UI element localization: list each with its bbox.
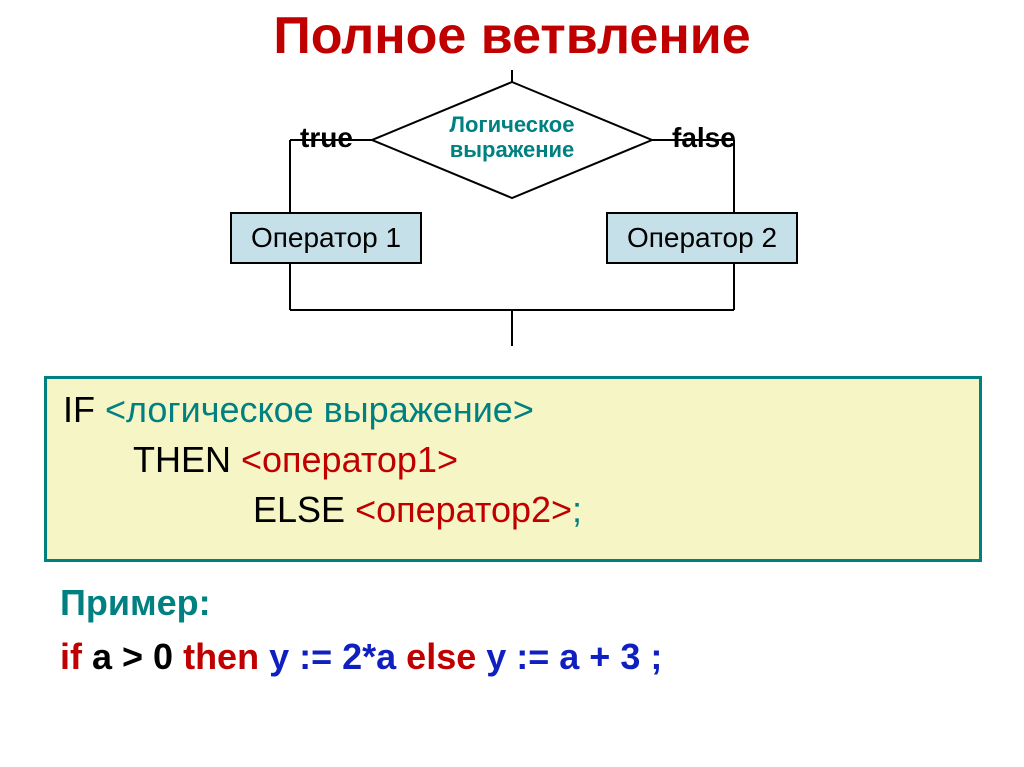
syntax-box: IF <логическое выражение> THEN <оператор… bbox=[44, 376, 982, 562]
syntax-if-keyword: IF bbox=[63, 389, 95, 430]
branch-false-label: false bbox=[672, 122, 736, 154]
syntax-line-if: IF <логическое выражение> bbox=[63, 389, 534, 431]
syntax-if-expr: <логическое выражение> bbox=[95, 389, 534, 430]
branch-true-label: true bbox=[300, 122, 353, 154]
diamond-label-line2: выражение bbox=[450, 137, 575, 162]
flowchart-svg bbox=[0, 0, 1024, 370]
syntax-line-else: ELSE <оператор2>; bbox=[253, 489, 582, 531]
syntax-else-keyword: ELSE bbox=[253, 489, 355, 530]
diamond-label-line1: Логическое bbox=[450, 112, 575, 137]
example-code-part: then bbox=[183, 636, 269, 677]
syntax-then-keyword: THEN bbox=[133, 439, 241, 480]
example-code-part: y := 2*a bbox=[269, 636, 406, 677]
example-code-part: a > 0 bbox=[92, 636, 183, 677]
syntax-then-op: <оператор1> bbox=[241, 439, 458, 480]
operator-1-label: Оператор 1 bbox=[251, 222, 401, 254]
example-code-part: if bbox=[60, 636, 92, 677]
example-code-part: else bbox=[406, 636, 486, 677]
operator-1-box: Оператор 1 bbox=[230, 212, 422, 264]
example-code: if a > 0 then y := 2*a else y := a + 3 ; bbox=[60, 636, 662, 678]
example-code-part: y := a + 3 ; bbox=[486, 636, 662, 677]
operator-2-box: Оператор 2 bbox=[606, 212, 798, 264]
diamond-label: Логическое выражение bbox=[412, 112, 612, 163]
operator-2-label: Оператор 2 bbox=[627, 222, 777, 254]
slide-root: Полное ветвление Логическое выражение tr… bbox=[0, 0, 1024, 767]
syntax-line-then: THEN <оператор1> bbox=[133, 439, 458, 481]
syntax-else-tail: ; bbox=[572, 489, 582, 530]
syntax-else-op: <оператор2> bbox=[355, 489, 572, 530]
example-label: Пример: bbox=[60, 582, 211, 624]
